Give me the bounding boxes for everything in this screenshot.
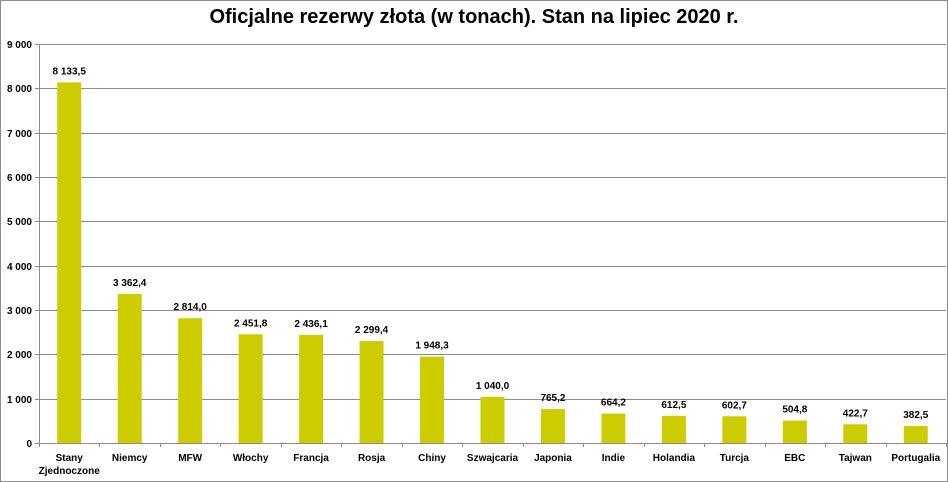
data-label: 602,7: [722, 400, 747, 411]
bar: [903, 426, 928, 443]
category-label: MFW: [178, 453, 202, 464]
y-tick-label: 8 000: [7, 84, 32, 95]
y-tick-label: 2 000: [7, 350, 32, 361]
data-label: 2 451,8: [234, 318, 268, 329]
y-tick-label: 4 000: [7, 262, 32, 273]
bar: [299, 334, 324, 443]
y-tick-label: 5 000: [7, 217, 32, 228]
data-label: 382,5: [903, 410, 928, 421]
y-tick-label: 3 000: [7, 306, 32, 317]
category-label: Rosja: [358, 453, 386, 464]
category-label: Niemcy: [112, 453, 148, 464]
y-tick-label: 0: [26, 439, 32, 450]
y-tick-label: 7 000: [7, 129, 32, 140]
data-label: 2 814,0: [173, 302, 207, 313]
bar: [420, 356, 445, 443]
category-label: Turcja: [720, 453, 750, 464]
bar: [782, 420, 807, 443]
bar: [601, 413, 626, 443]
data-label: 765,2: [540, 393, 565, 404]
bar: [178, 318, 203, 443]
category-label: Chiny: [418, 453, 446, 464]
y-tick-label: 6 000: [7, 173, 32, 184]
category-label: Portugalia: [891, 453, 940, 464]
category-label: EBC: [784, 453, 805, 464]
data-label: 664,2: [601, 398, 626, 409]
labels: 0 1 000 2 000 3 000 4 000 5 000 6 000 7 000 8 00…: [7, 40, 941, 477]
bar: [722, 416, 747, 443]
bar: [480, 396, 505, 443]
data-label: 8 133,5: [53, 66, 87, 77]
bar: [238, 334, 263, 443]
data-label: 1 040,0: [476, 381, 510, 392]
data-label: 1 948,3: [415, 341, 449, 352]
category-label: Szwajcaria: [467, 453, 519, 464]
category-label: Tajwan: [839, 453, 872, 464]
category-label: Zjednoczone: [39, 466, 101, 477]
bar: [661, 415, 686, 443]
chart-title: Oficjalne rezerwy złota (w tonach). Stan…: [209, 6, 739, 28]
bar: [843, 424, 868, 443]
data-label: 504,8: [782, 405, 807, 416]
category-label: Holandia: [653, 453, 696, 464]
data-label: 612,5: [661, 400, 686, 411]
category-label: Indie: [602, 453, 626, 464]
y-tick-label: 9 000: [7, 40, 32, 51]
category-label: Stany: [56, 453, 84, 464]
bars: [57, 82, 928, 444]
bar: [540, 409, 565, 443]
bar: [359, 341, 384, 443]
category-label: Japonia: [534, 453, 572, 464]
category-label: Francja: [293, 453, 329, 464]
data-label: 422,7: [843, 408, 868, 419]
y-tick-label: 1 000: [7, 395, 32, 406]
data-label: 3 362,4: [113, 278, 147, 289]
bar: [57, 82, 82, 444]
bar: [117, 293, 142, 443]
category-label: Włochy: [233, 453, 269, 464]
data-label: 2 436,1: [294, 319, 328, 330]
data-label: 2 299,4: [355, 325, 389, 336]
